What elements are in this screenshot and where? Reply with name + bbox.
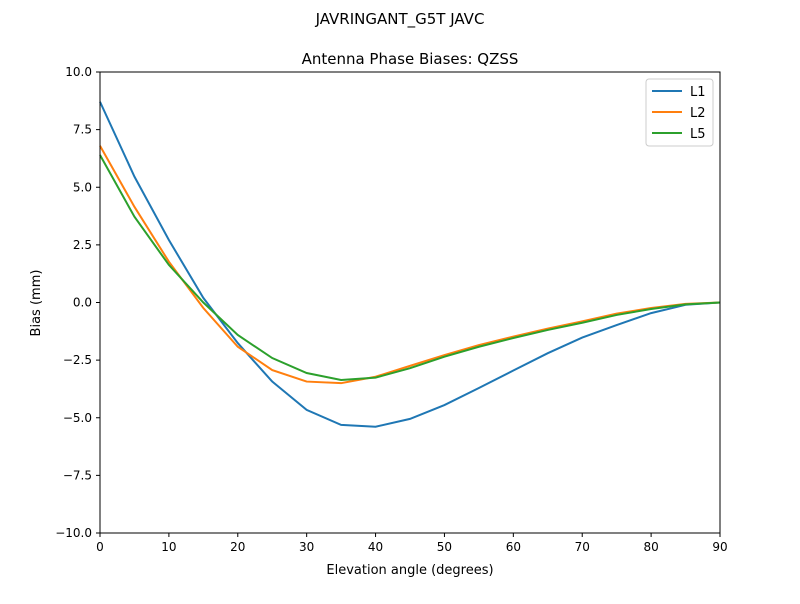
x-axis-label: Elevation angle (degrees) [326, 563, 493, 578]
legend-label: L5 [690, 127, 706, 142]
y-axis-label: Bias (mm) [29, 270, 44, 337]
y-tick-label: 7.5 [73, 123, 92, 137]
x-tick-label: 30 [299, 540, 314, 554]
legend-label: L1 [690, 85, 706, 100]
y-tick-label: 0.0 [73, 296, 92, 310]
y-tick-label: −10.0 [55, 526, 92, 540]
x-tick-label: 70 [575, 540, 590, 554]
series-line-l1 [99, 101, 721, 428]
x-tick-label: 80 [643, 540, 658, 554]
y-tick-label: 5.0 [73, 180, 92, 194]
chart-title: Antenna Phase Biases: QZSS [302, 50, 519, 68]
x-tick-label: 40 [368, 540, 383, 554]
legend-label: L2 [690, 106, 706, 121]
x-tick-label: 20 [230, 540, 245, 554]
x-tick-label: 90 [712, 540, 727, 554]
series-line-l5 [99, 154, 721, 381]
series-line-l2 [99, 145, 721, 385]
x-tick-label: 10 [161, 540, 176, 554]
y-tick-label: −5.0 [63, 411, 92, 425]
y-tick-label: 10.0 [65, 65, 92, 79]
plot-frame [99, 71, 721, 534]
y-tick-label: −7.5 [63, 468, 92, 482]
y-tick-label: −2.5 [63, 353, 92, 367]
x-tick-label: 50 [437, 540, 452, 554]
y-tick-label: 2.5 [73, 238, 92, 252]
figure-suptitle: JAVRINGANT_G5T JAVC [315, 10, 485, 29]
legend: L1 L2 L5 [645, 78, 714, 147]
x-tick-label: 60 [506, 540, 521, 554]
x-tick-label: 0 [96, 540, 104, 554]
